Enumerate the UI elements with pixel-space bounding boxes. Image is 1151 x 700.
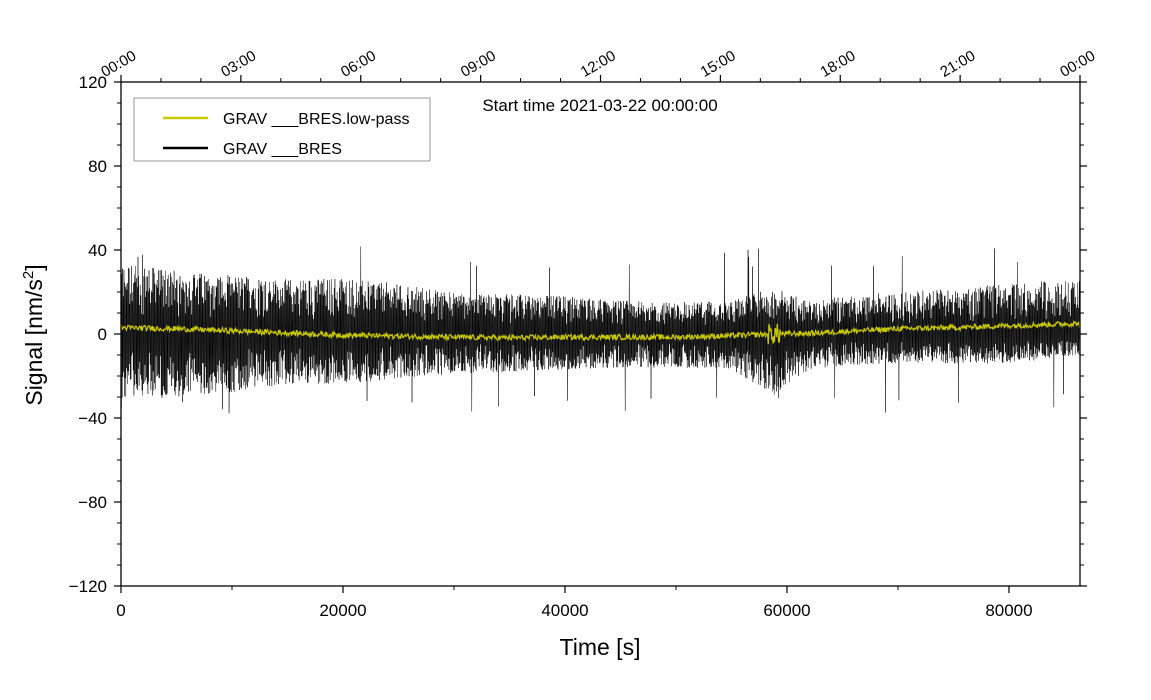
y-axis-label-tail: ] [21, 264, 47, 270]
y-tick-label: 40 [88, 241, 107, 260]
y-axis-label-superscript: 2 [20, 271, 37, 279]
start-time-annotation: Start time 2021-03-22 00:00:00 [482, 96, 717, 115]
series-line-raw [120, 246, 1081, 414]
y-tick-label: −120 [69, 577, 107, 596]
x-axis-label: Time [s] [560, 634, 641, 660]
x-tick-label: 80000 [985, 601, 1032, 620]
y-tick-label: −40 [78, 409, 107, 428]
y-tick-label: 80 [88, 157, 107, 176]
legend-label-lowpass: GRAV ___BRES.low-pass [223, 111, 409, 128]
y-axis-label-main: Signal [nm/s [21, 279, 47, 406]
axis-ticks [114, 75, 1087, 593]
legend-label-raw: GRAV ___BRES [223, 141, 342, 158]
y-tick-label: 0 [98, 325, 107, 344]
y-axis-label: Signal [nm/s2] [20, 264, 47, 405]
x-tick-label: 40000 [541, 601, 588, 620]
x-tick-labels: 0 20000 40000 60000 80000 [116, 601, 1032, 620]
x-tick-label: 0 [116, 601, 125, 620]
series-line-lowpass [120, 320, 1081, 345]
x-tick-label: 60000 [763, 601, 810, 620]
y-tick-labels: −120 −80 −40 0 40 80 120 [69, 73, 107, 596]
x-tick-label: 20000 [319, 601, 366, 620]
y-tick-label: 120 [79, 73, 107, 92]
legend: GRAV ___BRES.low-pass GRAV ___BRES [133, 97, 431, 162]
y-tick-label: −80 [78, 493, 107, 512]
legend-box [133, 97, 431, 162]
